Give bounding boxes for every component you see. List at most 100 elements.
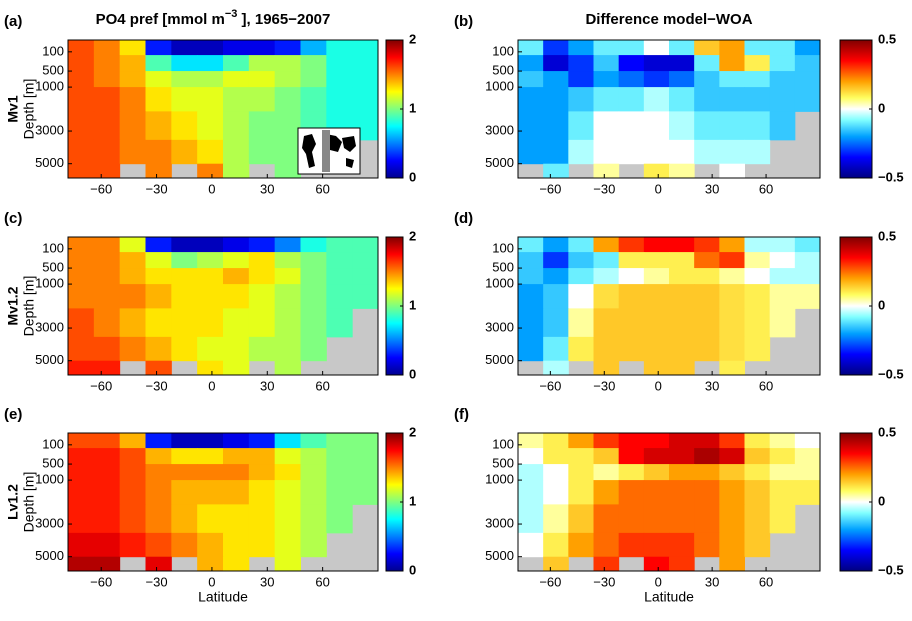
cell bbox=[274, 308, 301, 338]
cell bbox=[197, 480, 224, 505]
cell bbox=[326, 308, 353, 338]
cell bbox=[274, 55, 301, 72]
cell bbox=[145, 237, 172, 253]
cell bbox=[518, 268, 544, 285]
cell bbox=[694, 237, 720, 253]
colorbar-tick-label: 2 bbox=[409, 424, 416, 439]
x-tick-label: 30 bbox=[705, 574, 719, 589]
cell bbox=[794, 284, 821, 309]
x-tick-label: 30 bbox=[260, 378, 274, 393]
cell bbox=[68, 163, 95, 179]
cell bbox=[93, 532, 121, 558]
cell bbox=[593, 71, 620, 88]
cell bbox=[352, 252, 379, 269]
cell bbox=[643, 464, 670, 481]
cell bbox=[593, 433, 620, 449]
cell bbox=[68, 464, 95, 481]
cell bbox=[794, 480, 821, 505]
cell bbox=[171, 71, 198, 88]
cell bbox=[145, 163, 172, 179]
cell bbox=[719, 464, 745, 481]
cell bbox=[769, 504, 796, 534]
cell bbox=[794, 237, 821, 253]
cell bbox=[326, 448, 353, 465]
cell bbox=[568, 40, 594, 56]
cell bbox=[543, 111, 569, 141]
cell bbox=[352, 71, 379, 88]
cell bbox=[794, 433, 821, 449]
cell bbox=[543, 480, 569, 505]
cell bbox=[643, 532, 670, 558]
cell bbox=[643, 252, 670, 269]
cell bbox=[119, 55, 146, 72]
cell bbox=[568, 55, 594, 72]
cell bbox=[300, 237, 327, 253]
cell bbox=[300, 504, 327, 534]
x-tick-label: 0 bbox=[208, 378, 215, 393]
cell bbox=[326, 252, 353, 269]
cell bbox=[300, 284, 327, 309]
cell bbox=[300, 532, 327, 558]
x-tick-label: 0 bbox=[208, 181, 215, 196]
inset-section bbox=[322, 130, 330, 172]
y-tick-label: 100 bbox=[492, 436, 514, 451]
cell bbox=[223, 163, 250, 179]
cell bbox=[300, 268, 327, 285]
cell bbox=[326, 480, 353, 505]
cell bbox=[593, 268, 620, 285]
cell bbox=[119, 87, 146, 112]
y-tick-label: 500 bbox=[492, 63, 514, 78]
cell bbox=[145, 268, 172, 285]
cell bbox=[669, 433, 695, 449]
cell bbox=[171, 504, 198, 534]
cell bbox=[274, 139, 301, 165]
x-tick-label: 60 bbox=[315, 378, 329, 393]
cell bbox=[197, 433, 224, 449]
cell bbox=[669, 360, 695, 376]
x-tick-label: −30 bbox=[593, 378, 615, 393]
cell bbox=[669, 556, 695, 572]
cell bbox=[352, 284, 379, 309]
cell bbox=[93, 336, 121, 362]
cell bbox=[274, 268, 301, 285]
x-tick-label: 0 bbox=[208, 574, 215, 589]
row-label: Mv1 bbox=[5, 95, 21, 122]
x-tick-label: 30 bbox=[705, 181, 719, 196]
cell bbox=[694, 336, 720, 362]
cell bbox=[171, 40, 198, 56]
cell bbox=[223, 139, 250, 165]
cell bbox=[171, 308, 198, 338]
cell bbox=[300, 464, 327, 481]
inset-map bbox=[297, 127, 361, 175]
cell bbox=[145, 480, 172, 505]
cell bbox=[568, 448, 594, 465]
y-tick-label: 5000 bbox=[35, 352, 64, 367]
cell bbox=[197, 284, 224, 309]
cell bbox=[93, 360, 121, 376]
cell bbox=[68, 504, 95, 534]
cell bbox=[568, 308, 594, 338]
cell bbox=[643, 40, 670, 56]
cell bbox=[145, 139, 172, 165]
cell bbox=[618, 237, 645, 253]
cell bbox=[643, 556, 670, 572]
cell bbox=[119, 308, 146, 338]
cell bbox=[223, 284, 250, 309]
cell bbox=[543, 336, 569, 362]
title-text: Difference model−WOA bbox=[585, 11, 752, 28]
cell bbox=[744, 448, 771, 465]
cell bbox=[518, 111, 544, 141]
x-tick-label: −60 bbox=[539, 378, 561, 393]
cell bbox=[744, 55, 771, 72]
cell bbox=[618, 336, 645, 362]
colorbar-tick-label: 2 bbox=[409, 31, 416, 46]
cell bbox=[643, 360, 670, 376]
y-tick-label: 5000 bbox=[485, 352, 514, 367]
y-tick-label: 3000 bbox=[485, 319, 514, 334]
cell bbox=[543, 237, 569, 253]
cell bbox=[694, 40, 720, 56]
cell bbox=[643, 237, 670, 253]
colorbar-tick-label: −0.5 bbox=[878, 169, 904, 184]
cell bbox=[197, 71, 224, 88]
